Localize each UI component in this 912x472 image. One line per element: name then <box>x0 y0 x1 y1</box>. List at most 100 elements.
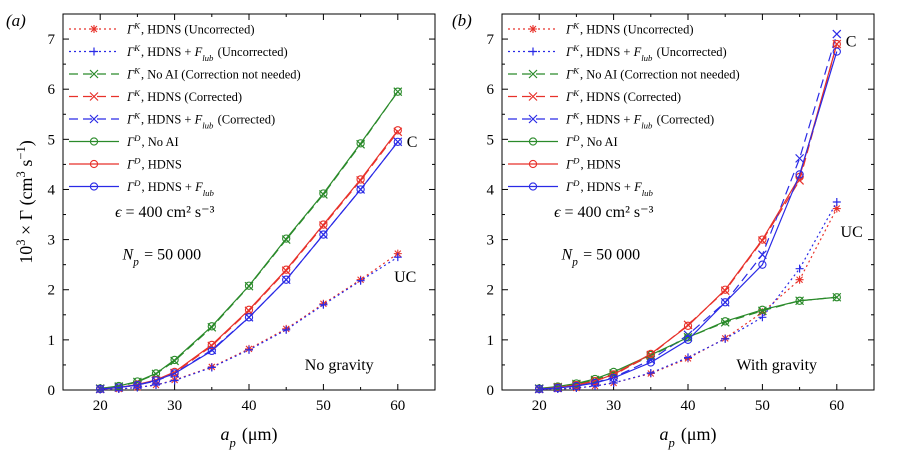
data-point <box>282 275 291 284</box>
data-point <box>646 349 655 359</box>
legend-marker <box>90 47 98 56</box>
y-tick-label: 3 <box>48 233 56 249</box>
legend-entry: ΓK , HDNS + Flub (Corrected) <box>126 111 275 131</box>
y-tick-label: 4 <box>48 182 56 198</box>
data-point <box>683 335 693 345</box>
series-line <box>539 296 837 390</box>
x-axis-label: ap (μm) <box>221 424 278 450</box>
corrected-marker-label: C <box>846 34 857 51</box>
legend-entry: ΓK , HDNS (Corrected) <box>565 88 681 104</box>
y-tick-label: 1 <box>48 333 56 349</box>
y-tick-label: 7 <box>48 32 56 48</box>
data-point <box>758 313 767 322</box>
series-4 <box>95 137 403 394</box>
x-tick-label: 20 <box>532 398 547 414</box>
series-5 <box>535 293 841 393</box>
legend-entry: ΓD , No AI <box>126 133 179 149</box>
data-point <box>356 139 365 148</box>
np-annotation: Np = 50 000 <box>122 247 202 269</box>
data-point <box>282 325 291 334</box>
data-point <box>795 170 804 179</box>
legend-entry: ΓD , HDNS <box>126 156 182 172</box>
legend-marker <box>89 92 99 101</box>
series-7 <box>96 137 402 394</box>
data-point <box>553 383 562 393</box>
series-line <box>100 256 399 391</box>
legend-entry: ΓK , HDNS + Flub (Corrected) <box>565 111 714 131</box>
series-line <box>539 43 838 390</box>
legend-marker <box>529 25 537 33</box>
legend-marker <box>529 47 537 56</box>
data-point <box>832 198 841 206</box>
data-point <box>319 300 328 309</box>
data-point <box>683 333 693 342</box>
y-tick-label: 6 <box>48 82 56 98</box>
legend-marker <box>89 114 99 124</box>
data-point <box>609 378 618 387</box>
y-tick-label: 1 <box>487 333 495 349</box>
y-tick-label: 2 <box>487 283 495 299</box>
data-point <box>721 298 730 307</box>
chart-panel-b: 20 30 40 50 60 0 1 2 3 4 5 6 7 (b) ap (μm) ΓK , HDNS (U… <box>452 11 875 450</box>
uncorrected-marker-label: UC <box>394 269 416 286</box>
data-point <box>244 313 254 322</box>
legend-marker <box>89 182 99 191</box>
y-tick-label: 0 <box>487 383 495 399</box>
data-point <box>170 355 179 365</box>
data-point <box>720 286 730 296</box>
data-point <box>393 137 402 146</box>
data-point <box>832 293 841 302</box>
data-point <box>207 322 217 332</box>
data-point <box>590 378 600 388</box>
gravity-annotation: With gravity <box>736 357 817 374</box>
legend-marker <box>528 92 538 101</box>
data-point <box>795 153 805 163</box>
data-point <box>646 368 655 377</box>
series-line <box>100 141 399 390</box>
y-tick-label: 4 <box>487 182 495 198</box>
data-point <box>319 230 328 239</box>
x-tick-label: 60 <box>829 398 844 414</box>
data-point <box>832 29 842 39</box>
data-point <box>758 235 767 244</box>
data-point <box>356 276 365 285</box>
y-tick-label: 5 <box>48 132 56 148</box>
data-point <box>393 253 402 262</box>
data-point <box>721 317 730 326</box>
legend-entry: ΓK , HDNS (Uncorrected) <box>126 21 255 37</box>
legend-marker <box>89 137 99 146</box>
x-tick-label: 20 <box>93 398 108 414</box>
data-point <box>832 47 841 56</box>
series-line <box>539 201 838 391</box>
data-point <box>721 334 730 343</box>
panel-label: (b) <box>452 11 472 30</box>
data-point <box>646 358 655 367</box>
uncorrected-marker-label: UC <box>841 224 863 241</box>
corrected-marker-label: C <box>407 134 418 151</box>
epsilon-annotation: ϵ = 400 cm² s⁻³ <box>115 204 214 221</box>
data-point <box>795 264 804 273</box>
data-point <box>720 317 730 327</box>
legend: ΓK , HDNS (Uncorrected) ΓK , HDNS + Flub … <box>69 21 301 198</box>
data-point <box>244 306 254 316</box>
legend-entry: ΓK , HDNS (Corrected) <box>126 88 242 104</box>
x-tick-label: 30 <box>167 398 182 414</box>
data-point <box>393 126 402 135</box>
epsilon-annotation: ϵ = 400 cm² s⁻³ <box>554 204 653 221</box>
panel-label: (a) <box>6 11 26 30</box>
legend-entry: ΓK , HDNS (Uncorrected) <box>565 21 694 37</box>
data-point <box>758 308 767 317</box>
data-point <box>114 383 123 392</box>
x-tick-label: 30 <box>606 398 621 414</box>
y-tick-label: 2 <box>48 283 56 299</box>
legend-entry: ΓD , HDNS <box>565 156 621 172</box>
y-tick-label: 5 <box>487 132 495 148</box>
y-tick-label: 3 <box>487 233 495 249</box>
data-point <box>207 322 216 331</box>
legend: ΓK , HDNS (Uncorrected) ΓK , HDNS + Flub … <box>508 21 740 198</box>
data-point <box>795 296 804 305</box>
data-point <box>609 373 618 383</box>
chart-panel-a: 20 30 40 50 60 0 1 2 3 4 5 6 7 (a) ap (μm) 103 × Γ (cm3… <box>6 11 436 450</box>
x-tick-label: 40 <box>242 398 257 414</box>
